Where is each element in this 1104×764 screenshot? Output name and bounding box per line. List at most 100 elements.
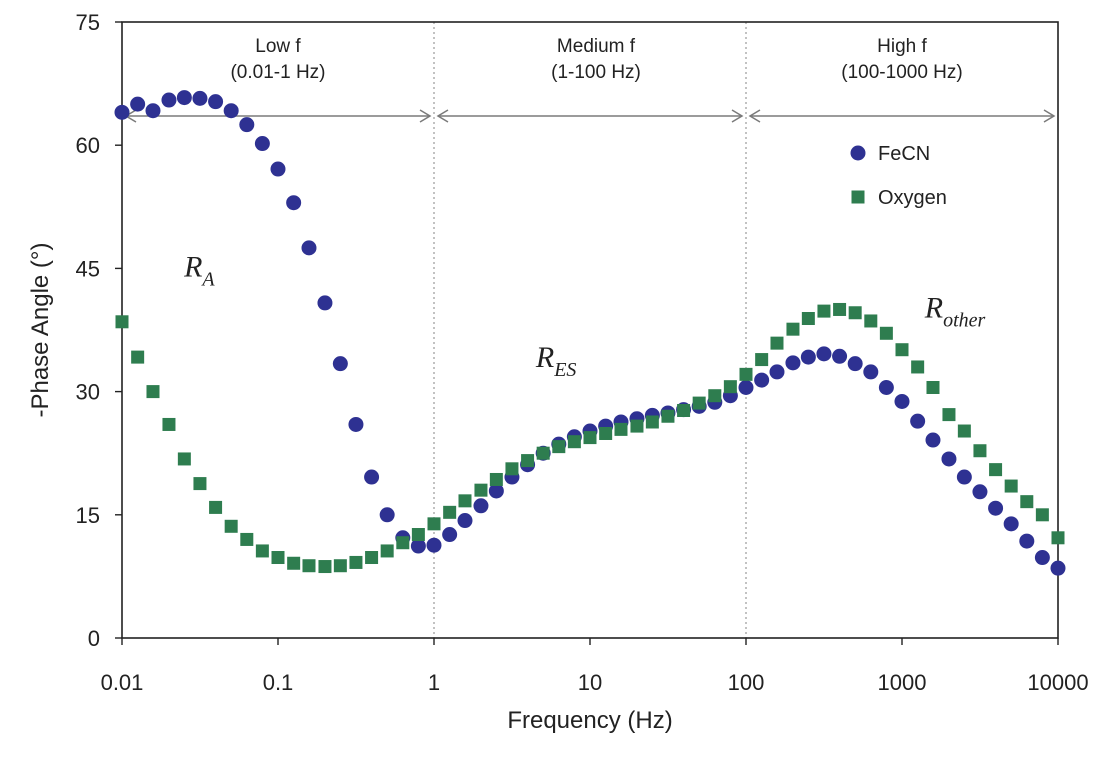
data-point-square xyxy=(521,454,535,468)
data-point-square xyxy=(162,417,176,431)
legend-label: FeCN xyxy=(878,143,930,165)
data-point-circle xyxy=(1050,560,1066,576)
data-point-circle xyxy=(348,416,364,432)
data-point-circle xyxy=(239,117,255,133)
x-tick-label: 100 xyxy=(728,670,765,695)
data-point-square xyxy=(380,544,394,558)
data-point-square xyxy=(614,422,628,436)
data-point-square xyxy=(739,367,753,381)
y-tick-label: 15 xyxy=(76,503,100,528)
data-point-square xyxy=(240,532,254,546)
data-point-square xyxy=(1035,508,1049,522)
x-tick-label: 1 xyxy=(428,670,440,695)
data-point-circle xyxy=(130,96,146,112)
legend-marker-circle xyxy=(850,145,866,161)
data-point-square xyxy=(1004,479,1018,493)
data-point-square xyxy=(989,463,1003,477)
x-axis-ticks: 0.01 0.1 1 10 100 1000 10000 xyxy=(101,638,1089,695)
region-label-title: Medium f xyxy=(557,36,636,57)
data-point-square xyxy=(661,409,675,423)
region-label-range: (100-1000 Hz) xyxy=(841,62,962,83)
y-axis-title: -Phase Angle (°) xyxy=(27,242,54,417)
data-point-square xyxy=(599,426,613,440)
annotation-subscript: other xyxy=(943,310,985,332)
region-arrow-head-left xyxy=(436,109,449,123)
legend-label: Oxygen xyxy=(878,187,947,209)
data-point-square xyxy=(817,304,831,318)
data-point-circle xyxy=(1034,550,1050,566)
data-point-square xyxy=(755,353,769,367)
data-point-square xyxy=(302,559,316,573)
x-tick-label: 0.01 xyxy=(101,670,144,695)
annotation-main: R xyxy=(924,292,943,325)
x-axis-title: Frequency (Hz) xyxy=(507,707,672,734)
data-point-circle xyxy=(1003,516,1019,532)
data-point-circle xyxy=(379,507,395,523)
data-point-square xyxy=(458,494,472,508)
data-point-circle xyxy=(223,103,239,119)
data-point-circle xyxy=(988,500,1004,516)
data-point-circle xyxy=(286,195,302,211)
data-point-circle xyxy=(738,379,754,395)
data-point-square xyxy=(443,505,457,519)
data-point-square xyxy=(474,483,488,497)
data-point-square xyxy=(801,312,815,326)
data-point-circle xyxy=(145,103,161,119)
data-point-square xyxy=(879,326,893,340)
data-point-square xyxy=(1020,495,1034,509)
region-label-title: High f xyxy=(877,36,927,57)
data-point-square xyxy=(365,551,379,565)
data-point-square xyxy=(271,551,285,565)
data-point-square xyxy=(318,560,332,574)
data-point-circle xyxy=(816,346,832,362)
data-point-square xyxy=(708,389,722,403)
data-point-circle xyxy=(208,94,224,110)
data-point-circle xyxy=(317,295,333,311)
region-arrows xyxy=(124,109,1056,123)
region-arrow-head-right xyxy=(731,109,744,123)
region-arrow-head-left xyxy=(748,109,761,123)
data-point-square xyxy=(427,517,441,531)
data-point-square xyxy=(786,322,800,336)
data-point-square xyxy=(1051,531,1065,545)
legend-marker-square xyxy=(851,190,865,204)
data-point-circle xyxy=(785,355,801,371)
data-point-square xyxy=(505,462,519,476)
y-tick-label: 45 xyxy=(76,256,100,281)
annotation-subscript: A xyxy=(200,269,215,291)
data-point-circle xyxy=(878,379,894,395)
x-tick-label: 10000 xyxy=(1027,670,1088,695)
data-point-square xyxy=(224,519,238,533)
data-point-circle xyxy=(941,451,957,467)
data-point-circle xyxy=(457,513,473,529)
annotation-main: R xyxy=(183,251,202,284)
data-point-circle xyxy=(488,483,504,499)
data-point-circle xyxy=(426,537,442,553)
region-label-range: (1-100 Hz) xyxy=(551,62,641,83)
data-point-circle xyxy=(832,348,848,364)
data-point-square xyxy=(645,415,659,429)
region-arrow-head-right xyxy=(1043,109,1056,123)
data-point-circle xyxy=(270,161,286,177)
data-point-square xyxy=(146,385,160,399)
y-axis-ticks: 0 15 30 45 60 75 xyxy=(76,10,122,651)
data-point-circle xyxy=(847,356,863,372)
data-point-square xyxy=(957,424,971,438)
data-point-square xyxy=(926,380,940,394)
data-point-square xyxy=(349,555,363,569)
data-point-circle xyxy=(176,90,192,106)
data-point-square xyxy=(864,314,878,328)
data-point-circle xyxy=(956,469,972,485)
data-point-circle xyxy=(910,413,926,429)
legend: FeCN Oxygen xyxy=(850,143,947,209)
data-point-square xyxy=(115,315,129,329)
data-point-square xyxy=(630,419,644,433)
data-point-circle xyxy=(192,90,208,106)
data-point-square xyxy=(911,360,925,374)
data-point-square xyxy=(567,435,581,449)
data-point-circle xyxy=(332,356,348,372)
x-tick-label: 10 xyxy=(578,670,602,695)
x-tick-label: 0.1 xyxy=(263,670,294,695)
data-point-square xyxy=(692,396,706,410)
